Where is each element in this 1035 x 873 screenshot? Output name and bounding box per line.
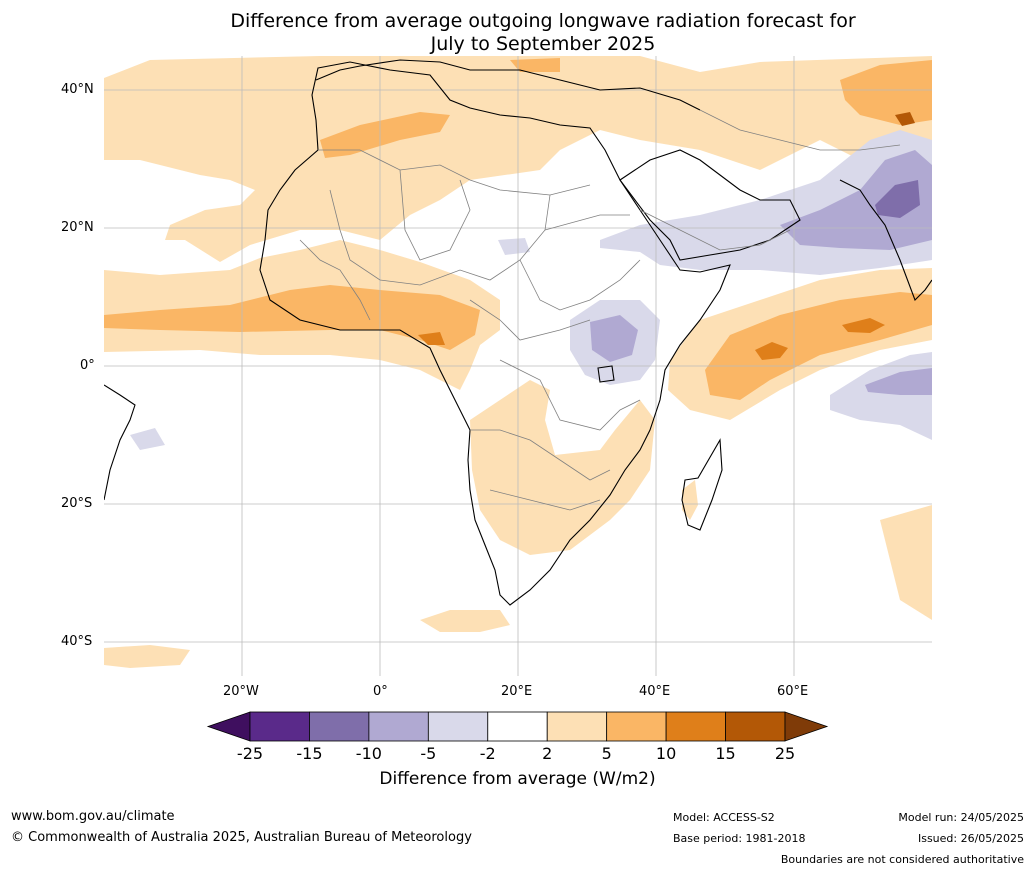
anomaly-tibet-strong [895, 112, 915, 126]
colorbar-segment [309, 711, 370, 742]
footer-copyright: © Commonwealth of Australia 2025, Austra… [11, 830, 472, 845]
colorbar-tick-label: 5 [601, 744, 612, 763]
anomaly-india-moderate-negative [780, 150, 932, 250]
footer-website: www.bom.gov.au/climate [11, 809, 175, 824]
lon-label-0: 0° [373, 684, 388, 699]
lat-label-20n: 20°N [61, 220, 94, 235]
anomaly-arabian-sea-strong-2 [842, 318, 885, 333]
colorbar-tick-label: 2 [542, 744, 553, 763]
anomaly-guinea-moderate [104, 285, 480, 350]
colorbar-segment [427, 711, 489, 742]
lake-victoria [597, 365, 615, 383]
anomaly-sahara-moderate [320, 112, 450, 158]
graticule [104, 56, 932, 676]
country-borders [299, 109, 901, 511]
anomaly-south-east-positive [880, 505, 932, 620]
south-america-coastline [104, 384, 136, 501]
anomaly-lake-victoria-negative [590, 315, 638, 362]
anomaly-sahel-negative [498, 238, 530, 255]
footer-disclaimer: Boundaries are not considered authoritat… [780, 853, 1024, 866]
africa-coastline [259, 61, 731, 606]
anomaly-south-west-positive [104, 645, 190, 668]
colorbar-segment [665, 711, 726, 742]
colorbar-tick-label: 10 [655, 744, 677, 763]
anomaly-fields [104, 56, 932, 668]
madagascar-coastline [681, 438, 723, 531]
anomaly-south-atlantic-positive [420, 610, 510, 632]
footer-model-run: Model run: 24/05/2025 [898, 811, 1024, 824]
india-coastline [839, 179, 932, 301]
colorbar-segment [725, 711, 786, 742]
anomaly-west-africa-strong [418, 332, 445, 345]
colorbar-segment [368, 711, 429, 742]
colorbar-tick-label: -15 [296, 744, 323, 763]
footer-base-period: Base period: 1981-2018 [673, 832, 806, 845]
anomaly-southern-africa-positive [470, 380, 655, 555]
arabia-coastline [619, 149, 801, 261]
colorbar-segment [606, 711, 667, 742]
colorbar-extend-high [784, 711, 829, 742]
lon-label-40e: 40°E [639, 684, 671, 699]
lon-label-60e: 60°E [777, 684, 809, 699]
colorbar-tick-label: 25 [774, 744, 796, 763]
lon-label-20w: 20°W [223, 684, 259, 699]
colorbar-tick-label: 15 [715, 744, 736, 763]
lat-label-40n: 40°N [61, 82, 94, 97]
title-line-1: Difference from average outgoing longwav… [230, 10, 856, 32]
anomaly-arabian-sea-moderate [705, 292, 932, 400]
colorbar-tick-label: -10 [355, 744, 382, 763]
colorbar-extend-low [206, 711, 251, 742]
footer-model: Model: ACCESS-S2 [673, 811, 775, 824]
colorbar-tick-label: -2 [479, 744, 496, 763]
colorbar-segment [249, 711, 310, 742]
colorbar-tick-label: -5 [420, 744, 437, 763]
lon-label-20e: 20°E [501, 684, 533, 699]
footer-issued: Issued: 26/05/2025 [917, 832, 1024, 845]
colorbar-segment [546, 711, 608, 742]
anomaly-mediterranean-moderate [510, 58, 560, 72]
colorbar-title: Difference from average (W/m2) [379, 769, 656, 789]
anomaly-india-strong-negative [875, 180, 920, 218]
anomaly-south-indian-negative [830, 352, 932, 440]
lat-label-40s: 40°S [61, 634, 93, 649]
colorbar [206, 711, 829, 742]
anomaly-madagascar-positive [682, 480, 698, 520]
colorbar-segment [487, 711, 548, 742]
title-line-2: July to September 2025 [430, 33, 656, 55]
map-title: Difference from average outgoing longwav… [0, 10, 1035, 56]
anomaly-europe-moderate [840, 60, 932, 125]
lat-label-equator: 0° [80, 358, 95, 373]
anomaly-atlantic-negative [130, 428, 165, 450]
europe-coastline [315, 59, 701, 111]
anomaly-arabian-sea-strong [755, 342, 788, 360]
colorbar-tick-label: -25 [236, 744, 264, 763]
coastlines [104, 59, 932, 606]
anomaly-south-indian-moderate-negative [865, 368, 932, 395]
lat-label-20s: 20°S [61, 496, 93, 511]
